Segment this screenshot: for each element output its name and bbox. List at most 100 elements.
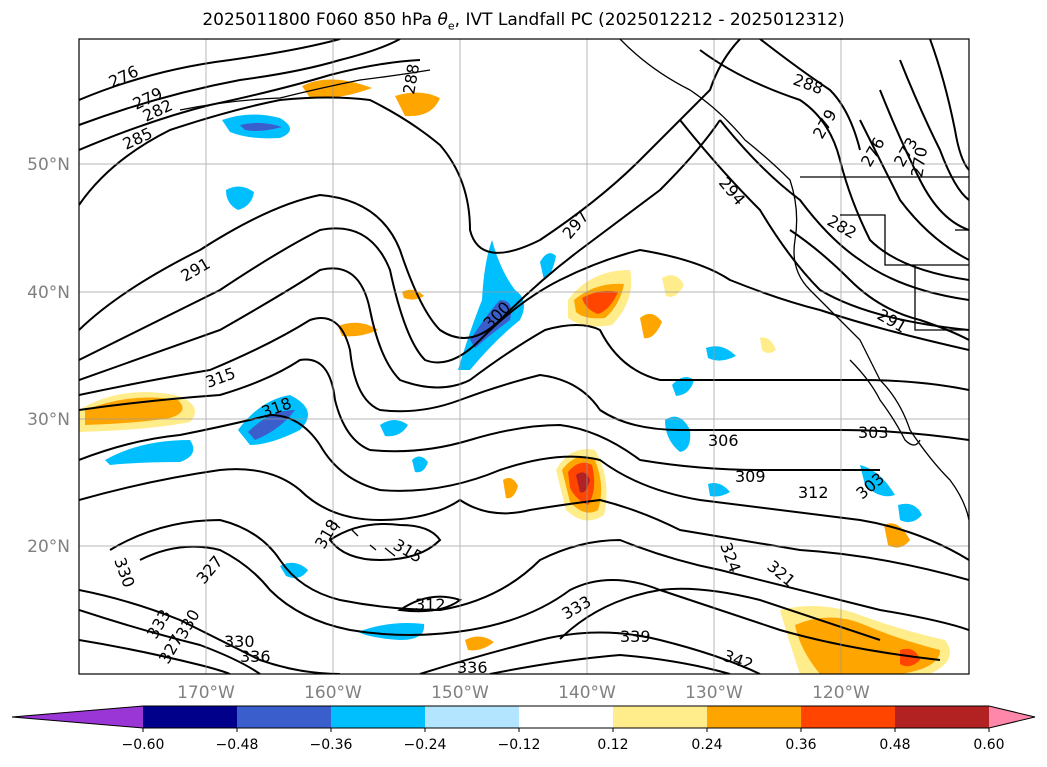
- contour-line: [929, 39, 969, 171]
- colorbar-segment: [801, 706, 896, 728]
- lon-tick-label: 140°W: [558, 683, 616, 703]
- lon-tick-label: 120°W: [812, 683, 870, 703]
- contour-label: 321: [763, 557, 799, 591]
- contour-label: 315: [390, 535, 426, 567]
- contour-label: 288: [791, 70, 826, 98]
- pos-region: [402, 289, 424, 300]
- colorbar: −0.60 −0.48 −0.36 −0.24 −0.12 0.12 0.24 0.36 0.4…: [11, 705, 1036, 753]
- contour-label: 309: [735, 467, 766, 486]
- map-frame: [78, 38, 970, 675]
- contour-label: 336: [457, 658, 488, 677]
- contour-label: 339: [620, 627, 651, 646]
- colorbar-segment: [331, 706, 426, 728]
- contour-line: [879, 89, 969, 231]
- contour-label: 297: [559, 207, 593, 243]
- contour-line: [559, 587, 881, 641]
- contour-line: [789, 229, 969, 341]
- pos-region: [884, 523, 910, 548]
- contour-label: 315: [203, 363, 238, 391]
- contour-line: [759, 39, 861, 151]
- contour-label: 336: [240, 647, 271, 666]
- contour-label: 333: [559, 592, 595, 624]
- neg-region: [860, 465, 895, 497]
- contour-line: [79, 639, 231, 674]
- map-title: 2025011800 F060 850 hPa θe, IVT Landfall…: [202, 10, 845, 33]
- lon-tick-label: 170°W: [177, 683, 235, 703]
- lat-tick-label: 30°N: [27, 410, 70, 430]
- colorbar-tick-label: 0.48: [879, 737, 910, 753]
- hawaii-islands: [329, 519, 396, 557]
- contour-line: [79, 267, 969, 391]
- contour-label: 312: [798, 483, 829, 502]
- alaska-coast: [179, 69, 431, 111]
- contour-line: [79, 413, 969, 561]
- contour-line: [489, 653, 731, 674]
- neg-region: [708, 483, 730, 497]
- contour-label: 312: [415, 595, 446, 614]
- contour-label: 342: [721, 646, 756, 674]
- colorbar-tick-label: −0.12: [498, 737, 541, 753]
- latitude-labels: 50°N 40°N 30°N 20°N: [27, 155, 70, 557]
- colorbar-extend-max: [989, 706, 1035, 728]
- contour-line: [79, 39, 401, 126]
- contour-line: [79, 317, 969, 441]
- neg-region: [226, 186, 254, 210]
- neg-region: [380, 420, 408, 437]
- colorbar-extend-min: [12, 706, 143, 728]
- pos-region: [85, 397, 183, 425]
- contour-label: 276: [106, 61, 142, 91]
- colorbar-segment: [425, 706, 520, 728]
- contour-line: [859, 119, 969, 261]
- contour-label: 282: [824, 211, 860, 243]
- colorbar-segment: [143, 706, 238, 728]
- lon-tick-label: 160°W: [304, 683, 362, 703]
- contour-line: [699, 49, 969, 281]
- contour-line: [79, 227, 969, 364]
- neg-region: [540, 253, 556, 280]
- contour-label: 276: [857, 134, 889, 170]
- theta-e-contours: [79, 39, 969, 674]
- contour-label: 330: [224, 632, 255, 651]
- contour-line: [328, 523, 442, 562]
- contour-label: 330: [110, 555, 138, 590]
- neg-region: [706, 346, 736, 361]
- colorbar-segment: [895, 706, 990, 728]
- pos-region: [760, 337, 776, 353]
- pos-region: [662, 275, 684, 297]
- colorbar-segment: [613, 706, 708, 728]
- pos-region: [900, 648, 920, 667]
- coastlines: [179, 39, 969, 557]
- contour-label: 327: [193, 552, 227, 588]
- neg-region: [358, 623, 425, 640]
- contour-labels: 276 279 282 285 288 288 291 294 297 300 …: [106, 61, 932, 677]
- pos-region: [582, 290, 618, 314]
- neg-region: [672, 376, 694, 396]
- colorbar-tick-label: −0.60: [122, 737, 165, 753]
- state-border: [840, 214, 969, 266]
- contour-label: 294: [715, 173, 749, 209]
- contour-line: [139, 545, 941, 661]
- contour-line: [79, 59, 421, 151]
- pos-region: [395, 92, 440, 117]
- contour-line: [79, 589, 341, 674]
- colorbar-segment: [707, 706, 802, 728]
- colorbar-segment: [237, 706, 332, 728]
- contour-line: [79, 609, 261, 674]
- contour-line: [899, 59, 969, 201]
- contour-label: 303: [852, 469, 888, 503]
- contour-label: 306: [708, 431, 739, 450]
- lon-tick-label: 150°W: [431, 683, 489, 703]
- neg-region: [105, 440, 194, 465]
- contour-line: [79, 358, 880, 471]
- colorbar-tick-label: 0.60: [973, 737, 1004, 753]
- pos-region: [338, 322, 378, 337]
- contour-line: [109, 518, 969, 631]
- baja-coast: [849, 359, 921, 446]
- pos-region: [302, 79, 372, 99]
- pos-region: [465, 636, 494, 651]
- contour-line: [79, 39, 741, 254]
- contour-label: 318: [311, 516, 343, 552]
- colorbar-tick-label: −0.24: [404, 737, 447, 753]
- colorbar-segment: [519, 706, 614, 728]
